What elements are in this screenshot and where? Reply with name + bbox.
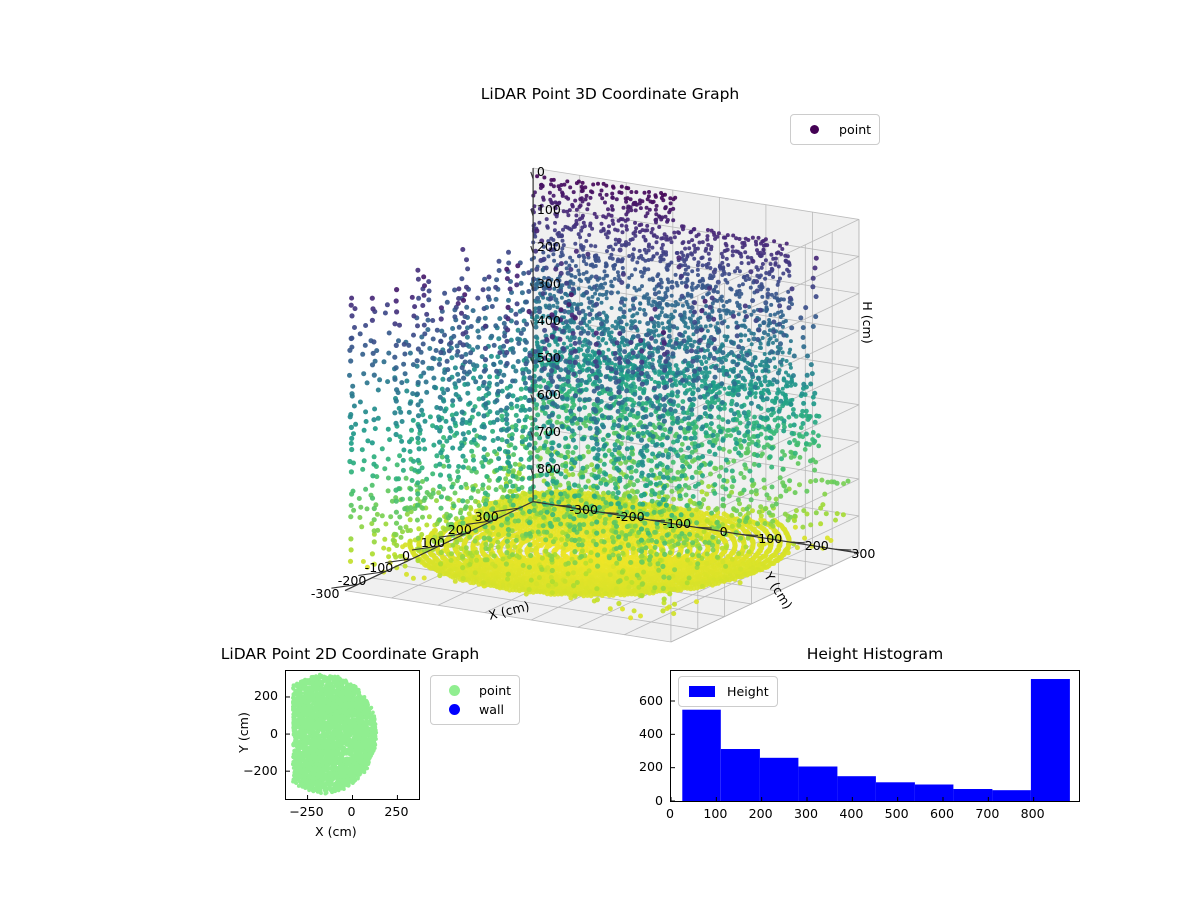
legend-label-height: Height (727, 684, 769, 699)
height-patch-icon (687, 686, 717, 697)
axis-tick-label: 400 (639, 725, 664, 741)
axis-tick-label: −250 (289, 804, 324, 819)
legend-label-point: point (839, 122, 872, 137)
axis-tick-label: 600 (930, 806, 955, 821)
axis-tick-label: -300 (310, 585, 340, 601)
legend-item-height[interactable]: Height (687, 682, 769, 701)
axis-tick-label: 700 (536, 423, 561, 439)
point-marker-icon (439, 685, 469, 696)
axis-tick-label: 300 (474, 509, 499, 525)
lidar-3d-canvas (331, 167, 860, 643)
histogram-title: Height Histogram (806, 645, 944, 663)
legend-label-wall-2d: wall (479, 702, 505, 717)
axis-tick-label: 0 (347, 804, 356, 819)
axis-tick-label: 0 (536, 164, 545, 180)
axis-label: X (cm) (315, 824, 357, 839)
axis-tick-label: 0 (666, 806, 675, 821)
axis-tick-label: 700 (975, 806, 1000, 821)
axis-tick-label: 800 (1020, 806, 1045, 821)
axis-tick-label: -200 (616, 508, 645, 524)
axis-tick-label: 200 (447, 522, 472, 538)
lidar-2d-canvas (286, 672, 398, 799)
axis-tick-label: -100 (662, 516, 692, 532)
axis-tick-label: 200 (536, 238, 561, 254)
wall-marker-icon (439, 704, 469, 715)
axis-tick-label: 100 (758, 530, 783, 546)
axis-tick-label: 200 (639, 759, 664, 775)
axis-tick-label: 200 (748, 806, 773, 821)
axis-label: H (cm) (859, 301, 875, 344)
lidar-2d-axes[interactable] (285, 670, 420, 800)
legend-item-point[interactable]: point (799, 120, 871, 139)
page-title: LiDAR Point 3D Coordinate Graph (480, 85, 740, 103)
lidar-3d-axes[interactable] (330, 105, 890, 645)
axis-tick-label: 300 (851, 545, 876, 561)
axis-tick-label: -300 (569, 501, 599, 517)
axis-label: Y (cm) (235, 712, 251, 753)
axis-tick-label: 0 (655, 792, 664, 808)
lidar-2d-legend[interactable]: point wall (430, 675, 521, 725)
axis-tick-label: −200 (243, 762, 278, 778)
axis-tick-label: 400 (839, 806, 864, 821)
axis-tick-label: 100 (703, 806, 728, 821)
axis-tick-label: 100 (536, 201, 561, 217)
lidar-3d-legend[interactable]: point (790, 114, 881, 145)
axis-tick-label: 0 (402, 547, 411, 563)
legend-item-wall-2d[interactable]: wall (439, 700, 511, 719)
lidar-2d-title: LiDAR Point 2D Coordinate Graph (220, 645, 480, 663)
point-marker-icon (799, 125, 829, 134)
axis-tick-label: 0 (270, 725, 279, 741)
axis-tick-label: 300 (794, 806, 819, 821)
axis-tick-label: 600 (639, 692, 664, 708)
axis-tick-label: -100 (364, 560, 394, 576)
height-histogram-canvas (671, 679, 1070, 801)
axis-tick-label: 300 (536, 275, 561, 291)
axis-tick-label: 400 (536, 312, 561, 328)
legend-item-point-2d[interactable]: point (439, 681, 511, 700)
height-histogram-legend[interactable]: Height (678, 676, 778, 707)
axis-tick-label: 600 (536, 386, 561, 402)
axis-tick-label: 100 (420, 534, 445, 550)
axis-tick-label: 200 (254, 688, 279, 704)
axis-tick-label: 500 (884, 806, 909, 821)
axis-tick-label: 800 (536, 461, 561, 477)
axis-tick-label: 0 (719, 523, 728, 539)
axis-tick-label: -200 (337, 572, 367, 588)
legend-label-point-2d: point (479, 683, 512, 698)
axis-tick-label: 500 (536, 349, 561, 365)
axis-tick-label: 250 (384, 804, 409, 819)
axis-tick-label: 200 (804, 538, 829, 554)
